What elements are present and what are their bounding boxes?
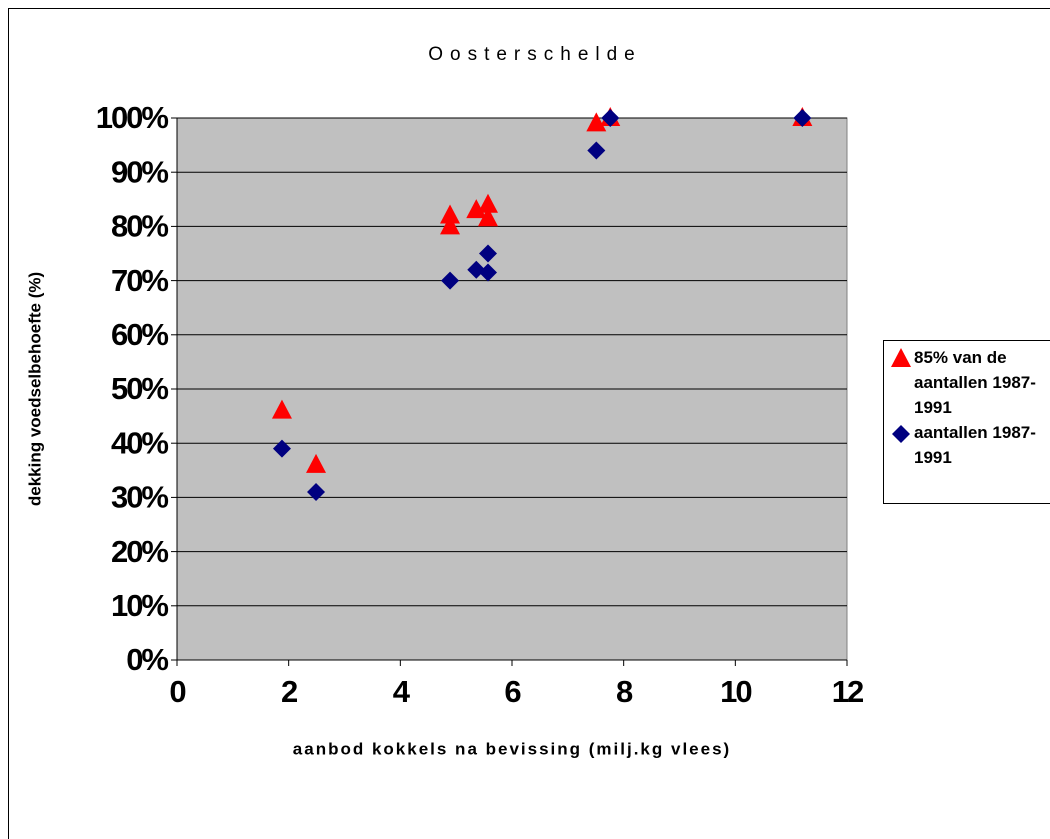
point xyxy=(440,215,461,235)
y-tick-label: 40% xyxy=(111,425,168,460)
point xyxy=(466,199,487,219)
y-tick-label: 10% xyxy=(111,588,168,623)
y-tick-label: 0% xyxy=(126,642,168,677)
legend-marker-shape xyxy=(892,425,910,443)
chart-title: Oosterschelde xyxy=(428,44,642,65)
legend-marker-shape xyxy=(891,348,911,367)
legend: 85% van de aantallen 1987-1991 aantallen … xyxy=(883,340,1050,504)
x-tick-label: 0 xyxy=(169,674,185,709)
point xyxy=(478,263,497,282)
x-tick-label: 2 xyxy=(281,674,297,709)
point xyxy=(306,453,327,473)
y-tick-label: 60% xyxy=(111,317,168,352)
point xyxy=(477,207,498,227)
point xyxy=(793,109,812,127)
point xyxy=(440,204,461,224)
point xyxy=(601,109,620,127)
point xyxy=(478,244,497,263)
legend-marker xyxy=(892,425,910,443)
x-tick-label: 10 xyxy=(720,674,751,709)
x-tick-label: 4 xyxy=(393,674,411,709)
point xyxy=(467,260,486,279)
x-axis-label: aanbod kokkels na bevissing (milj.kg vle… xyxy=(293,739,731,758)
x-tick-label: 8 xyxy=(616,674,633,709)
point xyxy=(441,271,460,290)
point xyxy=(586,112,607,132)
y-tick-label: 80% xyxy=(111,209,168,244)
legend-label: aantallen 1987-1991 xyxy=(914,423,1036,467)
point xyxy=(307,482,326,501)
y-tick-label: 30% xyxy=(111,480,168,515)
point xyxy=(587,141,606,160)
point xyxy=(271,399,292,419)
point xyxy=(272,439,291,458)
y-tick-label: 90% xyxy=(111,154,168,189)
x-tick-label: 6 xyxy=(504,674,521,709)
x-tick-label: 12 xyxy=(832,674,863,709)
y-tick-label: 70% xyxy=(111,263,168,298)
y-axis-label: dekking voedselbehoefte (%) xyxy=(25,272,44,506)
y-tick-label: 50% xyxy=(111,371,168,406)
legend-marker xyxy=(891,348,911,367)
y-tick-label: 100% xyxy=(96,100,169,135)
y-tick-label: 20% xyxy=(111,534,168,569)
point xyxy=(477,193,498,213)
legend-label: 85% van de aantallen 1987-1991 xyxy=(914,348,1036,417)
